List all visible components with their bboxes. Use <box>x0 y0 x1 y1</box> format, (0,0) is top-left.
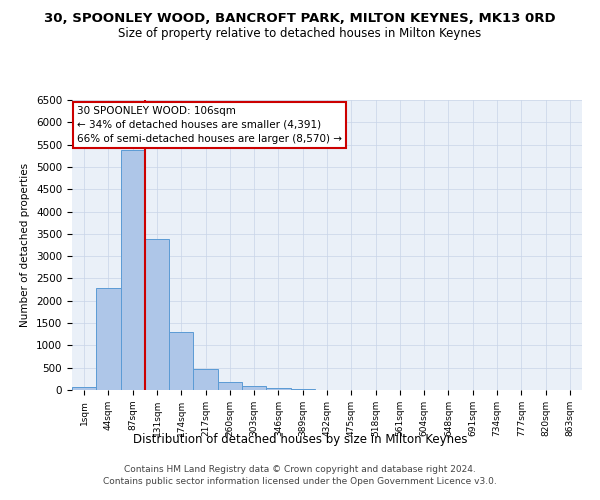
Bar <box>193 368 218 390</box>
Text: Contains HM Land Registry data © Crown copyright and database right 2024.: Contains HM Land Registry data © Crown c… <box>124 465 476 474</box>
Y-axis label: Number of detached properties: Number of detached properties <box>20 163 31 327</box>
Text: 30, SPOONLEY WOOD, BANCROFT PARK, MILTON KEYNES, MK13 0RD: 30, SPOONLEY WOOD, BANCROFT PARK, MILTON… <box>44 12 556 26</box>
Text: Distribution of detached houses by size in Milton Keynes: Distribution of detached houses by size … <box>133 432 467 446</box>
Bar <box>169 332 193 390</box>
Text: 30 SPOONLEY WOOD: 106sqm
← 34% of detached houses are smaller (4,391)
66% of sem: 30 SPOONLEY WOOD: 106sqm ← 34% of detach… <box>77 106 342 144</box>
Bar <box>266 388 290 390</box>
Text: Size of property relative to detached houses in Milton Keynes: Size of property relative to detached ho… <box>118 28 482 40</box>
Bar <box>121 150 145 390</box>
Text: Contains public sector information licensed under the Open Government Licence v3: Contains public sector information licen… <box>103 478 497 486</box>
Bar <box>145 239 169 390</box>
Bar <box>96 288 121 390</box>
Bar <box>290 389 315 390</box>
Bar <box>218 382 242 390</box>
Bar <box>242 386 266 390</box>
Bar <box>72 386 96 390</box>
